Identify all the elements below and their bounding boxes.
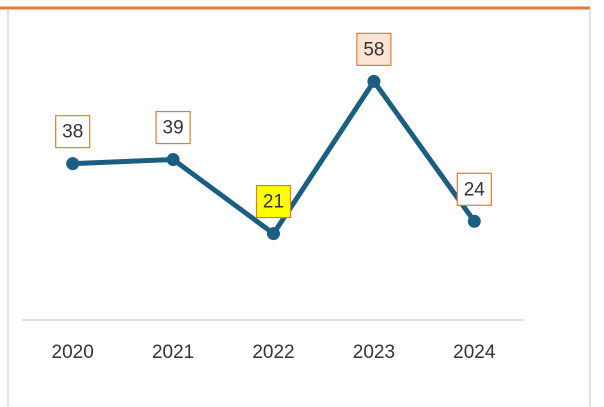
data-label-box — [255, 185, 292, 219]
point — [166, 153, 180, 167]
point — [467, 214, 481, 228]
x-tick-label: 2020 — [52, 342, 94, 363]
point — [367, 74, 381, 88]
data-label: 58 — [363, 39, 384, 60]
point — [267, 227, 280, 241]
data-label: 21 — [263, 192, 284, 213]
point — [66, 157, 80, 171]
data-label-box — [456, 172, 492, 206]
x-tick-label: 2022 — [252, 342, 294, 363]
data-label: 38 — [62, 122, 83, 143]
x-tick-label: 2021 — [152, 342, 194, 363]
data-label-box — [356, 32, 392, 66]
data-label: 39 — [163, 118, 184, 139]
data-label-box — [155, 110, 191, 145]
data-label-box — [55, 115, 91, 149]
x-tick-label: 2024 — [453, 342, 496, 363]
x-tick-label: 2023 — [353, 342, 395, 363]
data-label: 24 — [464, 179, 486, 200]
